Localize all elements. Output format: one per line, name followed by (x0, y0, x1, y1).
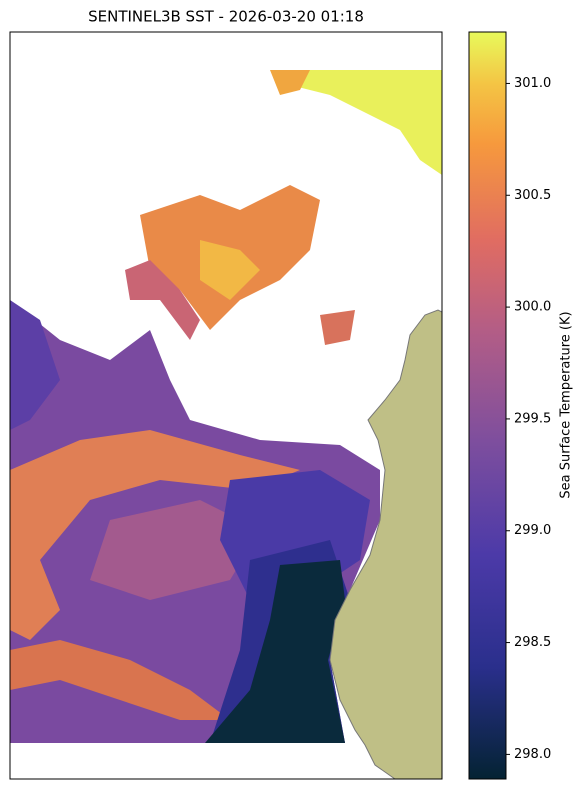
colorbar-tick-label: 300.0 (514, 300, 551, 315)
colorbar-tick-label: 298.5 (514, 635, 551, 650)
colorbar-tick-label: 299.5 (514, 411, 551, 426)
map-title: SENTINEL3B SST - 2026-03-20 01:18 (88, 8, 364, 26)
colorbar-tick-label: 300.5 (514, 188, 551, 203)
colorbar-tick-label: 301.0 (514, 76, 551, 91)
colorbar (468, 31, 507, 780)
sst-map (10, 32, 442, 779)
colorbar-tick-label: 298.0 (514, 747, 551, 762)
map-frame (9, 31, 443, 780)
colorbar-label: Sea Surface Temperature (K) (559, 311, 574, 498)
colorbar-tick-label: 299.0 (514, 523, 551, 538)
